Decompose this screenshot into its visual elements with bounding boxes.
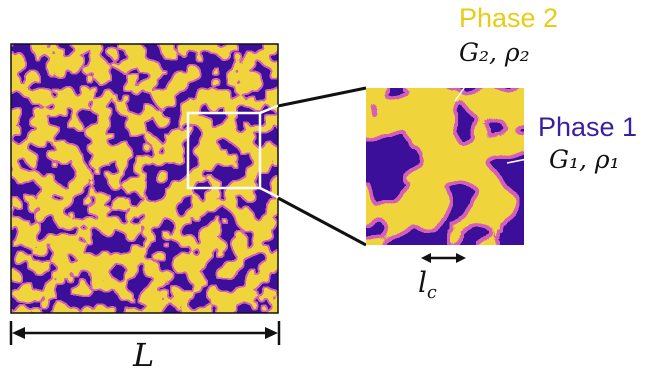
phase2-params-text: G₂, ρ₂ — [459, 38, 530, 67]
zoom-connector-bottom — [277, 196, 367, 247]
system-size-label: L — [133, 336, 155, 374]
phase1-pointer — [506, 154, 548, 164]
zoom-phase2-domains — [366, 88, 524, 245]
phase1-label: Phase 1 — [538, 112, 638, 142]
phase2-params-label: G₂, ρ₂ — [459, 38, 530, 67]
phase2-pointer — [454, 77, 472, 102]
phase1-params-text: G₁, ρ₁ — [549, 145, 620, 174]
phase2-label: Phase 2 — [459, 3, 559, 33]
full-field-panel — [10, 43, 279, 314]
zoom-connector-top — [277, 86, 367, 108]
correlation-length-label: lc — [418, 266, 437, 304]
zoomed-field-panel — [366, 88, 524, 245]
zoom-region-box — [186, 111, 262, 190]
phase1-params-label: G₁, ρ₁ — [549, 145, 620, 174]
phase2-domains — [11, 44, 278, 313]
correlation-length-arrow — [421, 253, 466, 263]
full-field-frame — [10, 43, 279, 314]
zoom-connector-bottom-white — [259, 186, 281, 200]
system-size-arrow — [9, 321, 281, 345]
